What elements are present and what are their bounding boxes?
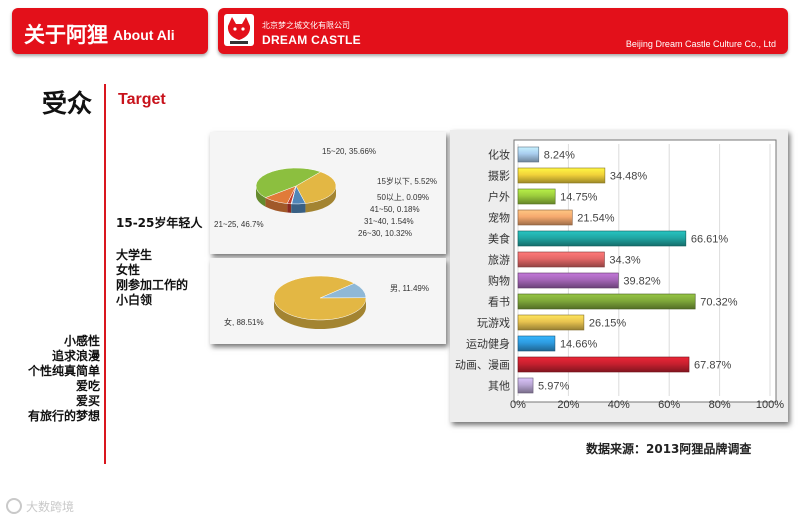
- value-label: 70.32%: [700, 297, 738, 309]
- value-label: 26.15%: [589, 318, 627, 330]
- value-label: 66.61%: [691, 234, 729, 246]
- pie-slice-side: [265, 197, 288, 213]
- category-label: 旅游: [488, 253, 510, 267]
- role-item: 刚参加工作的: [116, 278, 189, 292]
- pie-slice-label: 41~50, 0.18%: [370, 205, 420, 214]
- section-title-en: Target: [118, 91, 166, 108]
- pie-slice-side: [287, 203, 291, 213]
- value-label: 67.87%: [694, 360, 732, 372]
- value-label: 8.24%: [544, 150, 575, 162]
- header-banner-right: 北京梦之城文化有限公司 DREAM CASTLE Beijing Dream C…: [218, 8, 788, 54]
- pie-slice-label: 15~20, 35.66%: [322, 147, 376, 156]
- age-pie-chart: 15~20, 35.66% 15岁以下, 5.52% 50以上, 0.09% 41~5…: [214, 147, 437, 238]
- roles-list: 大学生 女性 刚参加工作的 小白领: [116, 248, 188, 308]
- bar: [517, 188, 556, 205]
- logo-text-en: DREAM CASTLE: [262, 33, 361, 47]
- pie-slice-label: 15岁以下, 5.52%: [377, 176, 437, 186]
- interests-bar-panel: 0% 20% 40% 60% 80% 100% 化妆 8.24% 摄影 34.48% 户外 14.75…: [450, 130, 788, 422]
- category-label: 摄影: [488, 169, 510, 183]
- age-pie-panel: 15~20, 35.66% 15岁以下, 5.52% 50以上, 0.09% 41~5…: [210, 132, 446, 254]
- bar: [517, 167, 606, 184]
- pie-slice-side: [291, 203, 306, 213]
- trait-item: 爱吃: [75, 379, 100, 393]
- value-label: 14.75%: [560, 192, 598, 204]
- x-tick-label: 0%: [510, 399, 526, 411]
- watermark-text: 大数跨境: [26, 500, 75, 514]
- bar: [517, 293, 696, 310]
- gender-pie-panel: 男, 11.49% 女, 88.51%: [210, 258, 446, 344]
- bar: [517, 146, 540, 163]
- watermark-logo-icon: [6, 498, 22, 514]
- trait-item: 小感性: [63, 334, 100, 348]
- category-label: 户外: [488, 190, 510, 204]
- header-title-en: About Ali: [113, 27, 175, 43]
- x-tick-label: 60%: [658, 399, 680, 411]
- bar: [517, 272, 619, 289]
- category-label: 看书: [488, 295, 510, 309]
- pie-slice: [255, 167, 322, 198]
- pie-slice-label: 26~30, 10.32%: [358, 229, 412, 238]
- trait-item: 追求浪漫: [51, 349, 100, 363]
- role-item: 女性: [116, 263, 141, 277]
- bar: [517, 251, 605, 268]
- value-label: 39.82%: [623, 276, 661, 288]
- bar: [517, 377, 534, 394]
- bar: [517, 314, 585, 331]
- category-label: 运动健身: [466, 337, 510, 351]
- age-group-label: 15-25岁年轻人: [116, 216, 203, 230]
- category-label: 玩游戏: [477, 317, 510, 330]
- category-label: 美食: [488, 232, 510, 246]
- company-name: Beijing Dream Castle Culture Co., Ltd: [625, 39, 776, 49]
- x-tick-label: 40%: [608, 399, 630, 411]
- gender-pie-chart: 男, 11.49% 女, 88.51%: [224, 275, 429, 329]
- pie-slice: [295, 171, 337, 204]
- pie-slice: [273, 275, 367, 321]
- section-title-cn: 受众: [42, 89, 93, 118]
- header-banner-left: 关于阿狸 About Ali: [12, 8, 208, 54]
- bar: [517, 230, 687, 247]
- bar: [517, 209, 573, 226]
- trait-item: 爱买: [75, 394, 100, 408]
- category-label: 宠物: [488, 211, 510, 225]
- category-label: 购物: [488, 274, 510, 288]
- fox-logo-icon: [224, 14, 254, 46]
- x-tick-label: 80%: [709, 399, 731, 411]
- category-label: 动画、漫画: [455, 358, 510, 372]
- data-source-note: 数据来源：2013阿狸品牌调查: [586, 442, 752, 456]
- role-item: 小白领: [116, 293, 153, 307]
- value-label: 34.48%: [610, 171, 648, 183]
- pie-slice-side: [305, 186, 336, 213]
- pie-slice-label: 男, 11.49%: [390, 284, 429, 293]
- category-label: 其他: [488, 380, 510, 393]
- header-title-cn: 关于阿狸: [24, 23, 108, 47]
- value-label: 21.54%: [577, 213, 615, 225]
- value-label: 14.66%: [560, 339, 598, 351]
- role-item: 大学生: [116, 248, 153, 262]
- x-tick-label: 100%: [756, 399, 784, 411]
- pie-slice-label: 31~40, 1.54%: [364, 217, 414, 226]
- interests-bar-chart: 0% 20% 40% 60% 80% 100% 化妆 8.24% 摄影 34.48% 户外 14.75…: [455, 139, 784, 411]
- x-tick-label: 20%: [557, 399, 579, 411]
- pie-slice-side: [274, 298, 366, 329]
- pie-slice-side: [256, 186, 266, 207]
- value-label: 34.3%: [609, 255, 640, 267]
- value-label: 5.97%: [538, 381, 569, 393]
- category-label: 化妆: [488, 148, 510, 162]
- pie-slice-label: 女, 88.51%: [224, 317, 264, 327]
- pie-slice-label: 50以上, 0.09%: [377, 193, 429, 202]
- trait-item: 有旅行的梦想: [27, 409, 100, 423]
- pie-slice-label: 21~25, 46.7%: [214, 220, 264, 229]
- logo-text-cn: 北京梦之城文化有限公司: [262, 21, 350, 30]
- trait-item: 个性纯真简单: [27, 364, 100, 378]
- divider-line: [104, 84, 106, 464]
- bar: [517, 356, 690, 373]
- traits-list: 小感性 追求浪漫 个性纯真简单 爱吃 爱买 有旅行的梦想: [28, 334, 100, 424]
- bar: [517, 335, 556, 352]
